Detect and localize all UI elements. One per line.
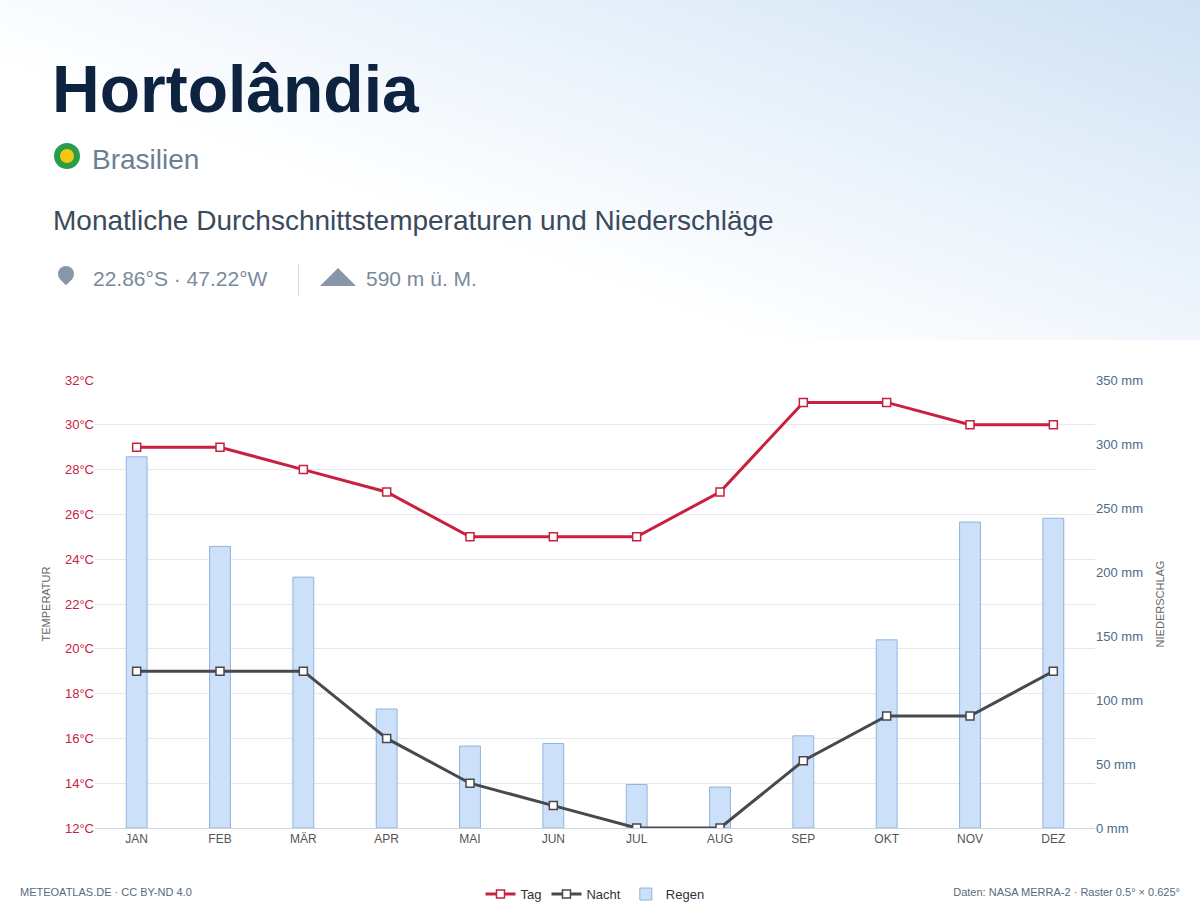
svg-text:150 mm: 150 mm: [1096, 629, 1143, 644]
svg-text:JUN: JUN: [542, 832, 565, 846]
html-text:590 m ü. M.: 590 m ü. M.: [366, 267, 477, 290]
html-text:Monatliche Durchschnittstemper: Monatliche Durchschnittstemperaturen und…: [53, 205, 774, 236]
svg-text:AUG: AUG: [707, 832, 733, 846]
svg-text:FEB: FEB: [208, 832, 231, 846]
svg-text:Nacht: Nacht: [586, 887, 620, 902]
svg-text:TEMPERATUR: TEMPERATUR: [40, 566, 52, 641]
svg-text:Tag: Tag: [521, 887, 542, 902]
svg-text:JUL: JUL: [626, 832, 648, 846]
svg-text:28°C: 28°C: [65, 462, 94, 477]
svg-text:12°C: 12°C: [65, 821, 94, 836]
svg-text:APR: APR: [374, 832, 399, 846]
svg-text:26°C: 26°C: [65, 507, 94, 522]
svg-text:MÄR: MÄR: [290, 832, 317, 846]
svg-text:200 mm: 200 mm: [1096, 565, 1143, 580]
svg-text:100 mm: 100 mm: [1096, 693, 1143, 708]
html-text:22.86°S · 47.22°W: 22.86°S · 47.22°W: [93, 267, 268, 290]
svg-text:350 mm: 350 mm: [1096, 373, 1143, 388]
svg-text:50 mm: 50 mm: [1096, 757, 1136, 772]
html-text:Brasilien: Brasilien: [92, 144, 200, 175]
svg-text:OKT: OKT: [874, 832, 899, 846]
svg-text:24°C: 24°C: [65, 552, 94, 567]
html-text:METEOATLAS.DE · CC BY-ND 4.0: METEOATLAS.DE · CC BY-ND 4.0: [20, 886, 192, 898]
svg-text:DEZ: DEZ: [1041, 832, 1065, 846]
html-text:Hortolândia: Hortolândia: [52, 52, 419, 126]
svg-text:MAI: MAI: [459, 832, 480, 846]
svg-text:NIEDERSCHLAG: NIEDERSCHLAG: [1154, 561, 1166, 648]
svg-text:250 mm: 250 mm: [1096, 501, 1143, 516]
svg-text:20°C: 20°C: [65, 641, 94, 656]
svg-text:SEP: SEP: [791, 832, 815, 846]
svg-text:18°C: 18°C: [65, 686, 94, 701]
svg-text:Regen: Regen: [666, 887, 704, 902]
svg-text:JAN: JAN: [125, 832, 148, 846]
svg-text:32°C: 32°C: [65, 373, 94, 388]
svg-text:NOV: NOV: [957, 832, 983, 846]
svg-text:0 mm: 0 mm: [1096, 821, 1129, 836]
svg-text:30°C: 30°C: [65, 417, 94, 432]
svg-text:14°C: 14°C: [65, 776, 94, 791]
svg-text:16°C: 16°C: [65, 731, 94, 746]
svg-text:22°C: 22°C: [65, 597, 94, 612]
svg-text:300 mm: 300 mm: [1096, 437, 1143, 452]
html-text:Daten: NASA MERRA-2 · Raster 0: Daten: NASA MERRA-2 · Raster 0.5° × 0.62…: [953, 886, 1180, 898]
